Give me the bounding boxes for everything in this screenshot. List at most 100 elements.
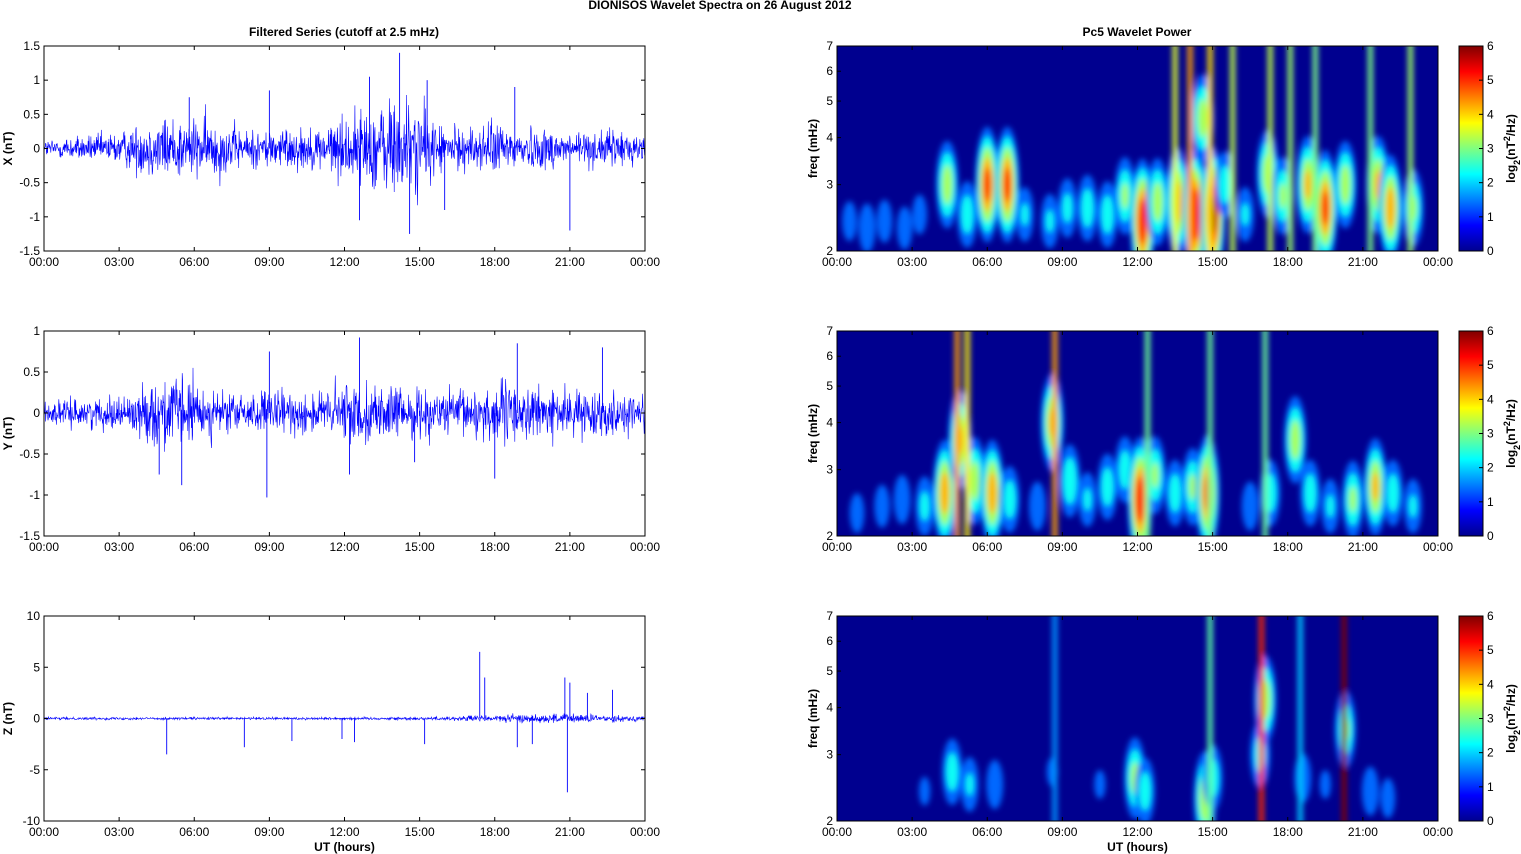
power-blob: [983, 167, 991, 202]
y-tick-label: 0.5: [23, 107, 40, 121]
power-layer: [849, 331, 1422, 536]
power-blob: [1241, 203, 1249, 226]
colorbar-tick-label: 5: [1487, 358, 1494, 372]
power-blob: [961, 195, 973, 234]
power-blob: [1151, 462, 1159, 488]
x-tick-label: 09:00: [254, 255, 284, 269]
x-tick-label: 21:00: [555, 825, 585, 839]
power-blob: [942, 164, 953, 205]
panel-y-series: -1.5 -1 -0.5 0 0.5 1 Y (nT) 00:00 03:00 06:00 09:0…: [1, 324, 660, 554]
y-tick-label: 1: [33, 73, 40, 87]
power-layer: [919, 616, 1396, 821]
power-blob: [1340, 164, 1351, 205]
panel-z-wavelet: 2 3 4 5 6 7 freq (mHz) 00:00 03:00 06:00 09:00 12:0…: [806, 609, 1521, 854]
power-blob: [1349, 486, 1357, 513]
colorbar-tick-label: 3: [1487, 142, 1494, 156]
figure-suptitle: DIONISOS Wavelet Spectra on 26 August 20…: [588, 0, 852, 12]
y-tick-label: -1.5: [19, 244, 40, 258]
x-tick-label: 18:00: [1273, 255, 1303, 269]
x-tick-label: 12:00: [329, 540, 359, 554]
x-tick-label: 06:00: [179, 255, 209, 269]
y-tick-label: 2: [826, 814, 833, 828]
power-blob: [1279, 183, 1287, 209]
power-blob: [940, 472, 950, 515]
colorbar-label-base: log: [1504, 735, 1518, 753]
colorbar-label-mid: (nT: [1504, 141, 1518, 160]
x-tick-label: 00:00: [29, 255, 59, 269]
y-tick-label: 1.5: [23, 39, 40, 53]
y-tick-label: 7: [826, 39, 833, 53]
colorbar-tick-label: 6: [1487, 324, 1494, 338]
colorbar-label-sup: 2: [1502, 706, 1512, 711]
power-streak-core: [966, 331, 969, 536]
x-tick-label: 09:00: [254, 825, 284, 839]
x-tick-label: 21:00: [1348, 540, 1378, 554]
power-blob: [1101, 195, 1114, 234]
power-blob: [858, 203, 876, 251]
x-tick-label: 15:00: [405, 825, 435, 839]
x-tick-label: 03:00: [897, 825, 927, 839]
power-blob: [893, 474, 911, 525]
y-tick-label: 3: [826, 178, 833, 192]
x-tick-label: 03:00: [897, 540, 927, 554]
colorbar-tick-label: 0: [1487, 814, 1494, 828]
x-tick-label: 12:00: [1122, 540, 1152, 554]
power-blob: [1319, 770, 1331, 799]
power-blob: [912, 194, 927, 235]
x-tick-label: 15:00: [1198, 255, 1228, 269]
y-axis-label: freq (mHz): [806, 689, 820, 748]
left-column-title: Filtered Series (cutoff at 2.5 mHz): [249, 25, 439, 39]
power-blob: [1062, 193, 1072, 223]
power-blob: [966, 773, 974, 796]
plot-area: [44, 331, 645, 536]
x-tick-label: 18:00: [480, 255, 510, 269]
x-tick-label: 09:00: [1047, 540, 1077, 554]
x-tick-label: 00:00: [29, 540, 59, 554]
colorbar-label-sup: 2: [1502, 421, 1512, 426]
x-tick-label: 21:00: [1348, 255, 1378, 269]
x-axis-label: UT (hours): [1107, 840, 1168, 854]
power-blob: [1138, 198, 1148, 245]
power-blob: [1326, 495, 1334, 518]
x-tick-label: 18:00: [480, 825, 510, 839]
y-tick-label: 4: [826, 416, 833, 430]
power-blob: [1304, 474, 1316, 513]
y-tick-label: 10: [27, 609, 41, 623]
x-tick-label: 12:00: [1122, 255, 1152, 269]
x-tick-label: 00:00: [1423, 825, 1453, 839]
power-blob: [1380, 778, 1396, 819]
y-tick-label: 2: [826, 529, 833, 543]
power-streak-core: [1053, 331, 1056, 536]
power-blob: [1385, 187, 1396, 230]
x-tick-label: 00:00: [822, 825, 852, 839]
colorbar-tick-label: 6: [1487, 39, 1494, 53]
x-tick-label: 06:00: [972, 540, 1002, 554]
y-tick-label: 5: [33, 660, 40, 674]
colorbar-label-base: log: [1504, 450, 1518, 468]
power-blob: [1294, 753, 1312, 803]
y-tick-label: 0: [33, 406, 40, 420]
power-blob: [1028, 481, 1046, 531]
y-tick-label: 6: [826, 634, 833, 648]
y-tick-label: -1: [29, 488, 40, 502]
x-tick-label: 03:00: [104, 825, 134, 839]
x-tick-label: 00:00: [1423, 540, 1453, 554]
power-blob: [1409, 495, 1417, 518]
y-axis-label: Z (nT): [1, 702, 15, 735]
x-tick-label: 09:00: [254, 540, 284, 554]
colorbar-tick-label: 2: [1487, 746, 1494, 760]
y-axis-label: X (nT): [1, 132, 15, 166]
x-tick-label: 15:00: [1198, 825, 1228, 839]
colorbar-label-mid: (nT: [1504, 426, 1518, 445]
x-tick-label: 21:00: [555, 540, 585, 554]
power-blob: [969, 461, 980, 501]
y-tick-label: 0: [33, 712, 40, 726]
x-tick-label: 15:00: [1198, 540, 1228, 554]
x-tick-label: 00:00: [1423, 255, 1453, 269]
power-streak-core: [1314, 46, 1317, 251]
y-axis-label: freq (mHz): [806, 119, 820, 178]
x-tick-label: 12:00: [329, 255, 359, 269]
y-tick-label: 5: [826, 664, 833, 678]
power-blob: [1197, 98, 1208, 139]
